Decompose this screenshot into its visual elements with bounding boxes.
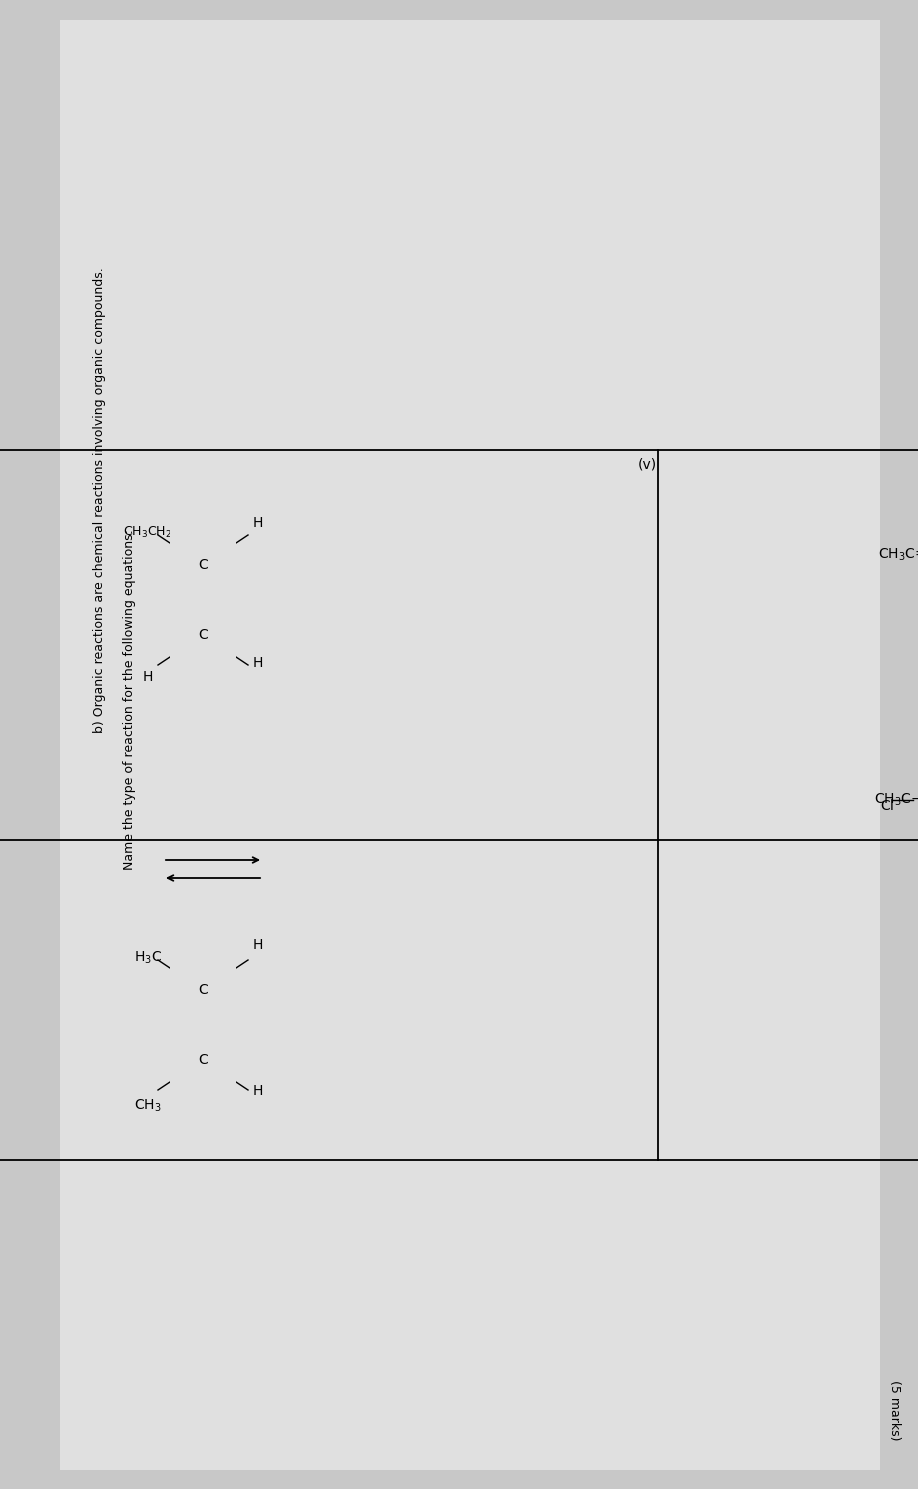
- Text: $\mathrm{H_3C}$: $\mathrm{H_3C}$: [134, 950, 162, 966]
- Text: b) Organic reactions are chemical reactions involving organic compounds.: b) Organic reactions are chemical reacti…: [94, 267, 106, 733]
- Text: Name the type of reaction for the following equations:: Name the type of reaction for the follow…: [124, 530, 137, 871]
- Text: $\mathrm{CH_3C\!=\!CHCH_3}$: $\mathrm{CH_3C\!=\!CHCH_3}$: [878, 546, 918, 563]
- Text: H: H: [143, 670, 153, 683]
- Text: H: H: [252, 1084, 263, 1097]
- Text: H: H: [252, 517, 263, 530]
- Text: $\mathrm{Cl}$: $\mathrm{Cl}$: [880, 798, 894, 813]
- Text: $\mathrm{CH_3}$: $\mathrm{CH_3}$: [134, 1097, 162, 1114]
- Text: C: C: [198, 983, 207, 998]
- Text: $\mathrm{CH_3C\!-\!CH_2CH_3}$: $\mathrm{CH_3C\!-\!CH_2CH_3}$: [874, 792, 918, 809]
- Text: (5 marks): (5 marks): [889, 1379, 901, 1440]
- FancyBboxPatch shape: [60, 19, 880, 1470]
- Text: C: C: [198, 628, 207, 642]
- Text: $\mathrm{CH_3CH_2}$: $\mathrm{CH_3CH_2}$: [124, 526, 173, 541]
- Text: H: H: [252, 657, 263, 670]
- Text: C: C: [198, 1053, 207, 1068]
- Text: C: C: [198, 558, 207, 572]
- Text: (v): (v): [638, 459, 657, 472]
- Text: H: H: [252, 938, 263, 951]
